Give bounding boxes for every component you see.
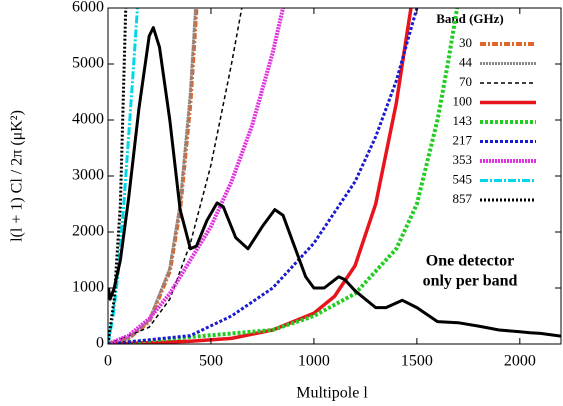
x-tick-label: 1000 <box>298 353 330 370</box>
annotation: only per band <box>423 273 518 290</box>
y-tick-label: 0 <box>96 335 104 352</box>
data-line <box>108 8 460 344</box>
data-line <box>108 8 413 344</box>
legend-label: 143 <box>453 113 473 128</box>
annotation: One detector <box>426 253 514 270</box>
legend-label: 353 <box>453 152 473 167</box>
x-tick-label: 1500 <box>401 353 433 370</box>
y-tick-label: 6000 <box>72 0 104 16</box>
legend-label: 857 <box>453 191 473 206</box>
y-tick-label: 3000 <box>72 167 104 184</box>
data-line <box>108 26 561 338</box>
data-line <box>108 8 243 344</box>
x-tick-label: 500 <box>199 353 223 370</box>
legend-label: 545 <box>453 171 473 186</box>
x-axis-label: Multipole l <box>296 385 368 402</box>
y-tick-label: 2000 <box>72 223 104 240</box>
legend-title: Band (GHz) <box>436 11 504 26</box>
y-axis-label: l(l + 1) Cl / 2π (μK²) <box>9 110 26 242</box>
y-tick-label: 4000 <box>72 111 104 128</box>
x-tick-label: 0 <box>104 353 112 370</box>
data-line <box>108 8 198 344</box>
data-line <box>108 8 128 344</box>
x-tick-label: 2000 <box>504 353 536 370</box>
legend-label: 100 <box>453 93 473 108</box>
y-tick-label: 5000 <box>72 55 104 72</box>
plot-area <box>108 8 561 344</box>
legend-label: 70 <box>459 74 472 89</box>
y-tick-label: 1000 <box>72 279 104 296</box>
data-line <box>108 8 285 344</box>
data-line <box>108 8 419 344</box>
legend-label: 217 <box>453 132 473 147</box>
legend-label: 44 <box>459 54 473 69</box>
legend-label: 30 <box>459 35 472 50</box>
